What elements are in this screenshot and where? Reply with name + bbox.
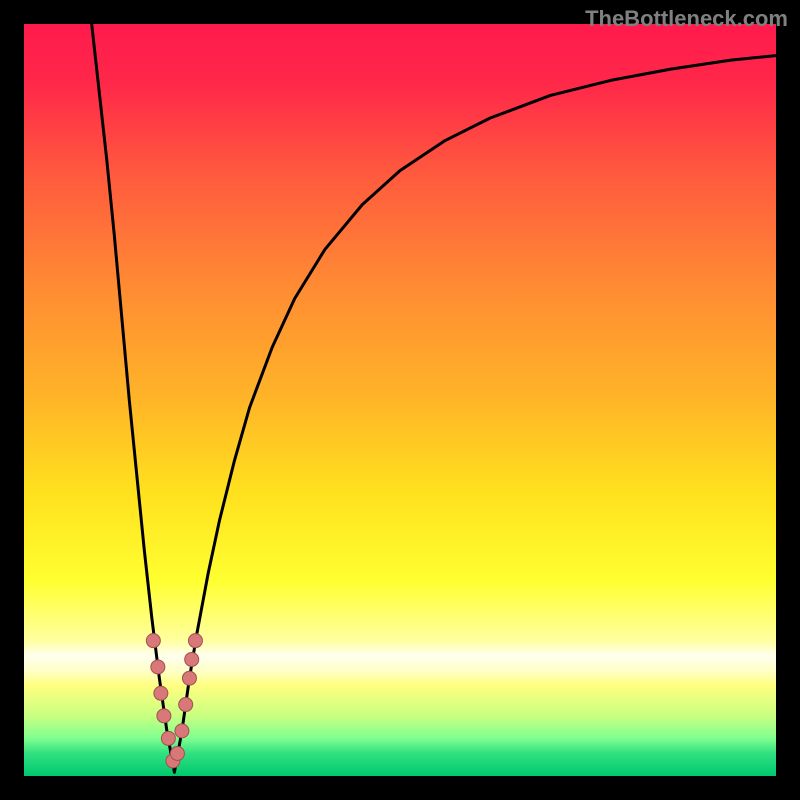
data-markers — [146, 634, 202, 768]
curve-layer — [24, 24, 776, 776]
data-marker — [157, 709, 171, 723]
data-marker — [154, 686, 168, 700]
data-marker — [151, 660, 165, 674]
data-marker — [175, 724, 189, 738]
data-marker — [161, 731, 175, 745]
data-marker — [146, 634, 160, 648]
chart-container: TheBottleneck.com — [0, 0, 800, 800]
plot-area — [24, 24, 776, 776]
data-marker — [188, 634, 202, 648]
watermark-text: TheBottleneck.com — [585, 6, 788, 32]
data-marker — [170, 746, 184, 760]
data-marker — [182, 671, 196, 685]
curve-right-branch — [174, 56, 776, 773]
data-marker — [185, 652, 199, 666]
data-marker — [179, 698, 193, 712]
curve-left-branch — [92, 24, 175, 772]
